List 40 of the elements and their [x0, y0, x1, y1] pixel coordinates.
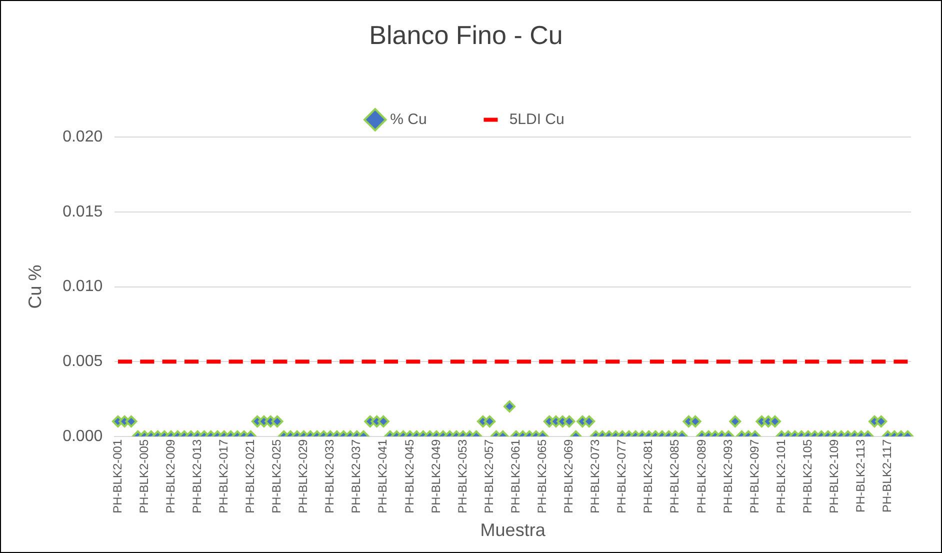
x-tick-label: PH-BLK2-017	[216, 439, 230, 514]
x-tick-label: PH-BLK2-061	[508, 439, 522, 514]
x-axis-title: Muestra	[480, 520, 546, 540]
x-tick-label: PH-BLK2-037	[349, 439, 364, 514]
x-tick-label: PH-BLK2-097	[747, 439, 762, 514]
x-tick-label: PH-BLK2-057	[482, 439, 496, 514]
x-tick-label: PH-BLK2-025	[270, 439, 284, 514]
y-tick-label: 0.000	[62, 428, 103, 445]
x-tick-label: PH-BLK2-089	[694, 439, 708, 514]
x-tick-label: PH-BLK2-045	[402, 439, 416, 514]
y-tick-label: 0.020	[62, 128, 103, 146]
x-tick-label: PH-BLK2-093	[720, 439, 735, 514]
x-tick-label: PH-BLK2-113	[854, 439, 868, 513]
y-axis-title: Cu %	[24, 264, 45, 309]
x-tick-label: PH-BLK2-009	[163, 439, 178, 514]
x-tick-label: PH-BLK2-073	[588, 439, 602, 514]
y-tick-label: 0.015	[62, 203, 103, 220]
x-tick-label: PH-BLK2-077	[614, 439, 629, 514]
y-tick-label: 0.005	[62, 352, 103, 370]
x-tick-label: PH-BLK2-101	[774, 439, 788, 514]
chart-title: Blanco Fino - Cu	[369, 20, 563, 50]
x-tick-label: PH-BLK2-117	[880, 439, 894, 513]
x-tick-label: PH-BLK2-065	[534, 439, 549, 514]
x-tick-label: PH-BLK2-053	[455, 439, 470, 514]
x-tick-label: PH-BLK2-085	[668, 439, 682, 514]
x-tick-label: PH-BLK2-069	[562, 439, 576, 514]
legend-label: % Cu	[390, 110, 427, 128]
y-tick-label: 0.010	[62, 278, 103, 296]
x-tick-label: PH-BLK2-021	[242, 439, 257, 514]
legend-label: 5LDI Cu	[509, 110, 564, 128]
x-tick-label: PH-BLK2-109	[826, 439, 841, 514]
x-tick-label: PH-BLK2-029	[296, 439, 310, 514]
x-tick-label: PH-BLK2-081	[641, 439, 656, 514]
x-tick-label: PH-BLK2-041	[376, 439, 390, 514]
x-tick-label: PH-BLK2-049	[428, 439, 443, 514]
x-tick-label: PH-BLK2-105	[800, 439, 814, 514]
x-tick-label: PH-BLK2-013	[190, 439, 204, 514]
x-tick-label: PH-BLK2-033	[322, 439, 337, 514]
x-tick-label: PH-BLK2-001	[110, 439, 124, 514]
x-tick-label: PH-BLK2-005	[136, 439, 151, 514]
